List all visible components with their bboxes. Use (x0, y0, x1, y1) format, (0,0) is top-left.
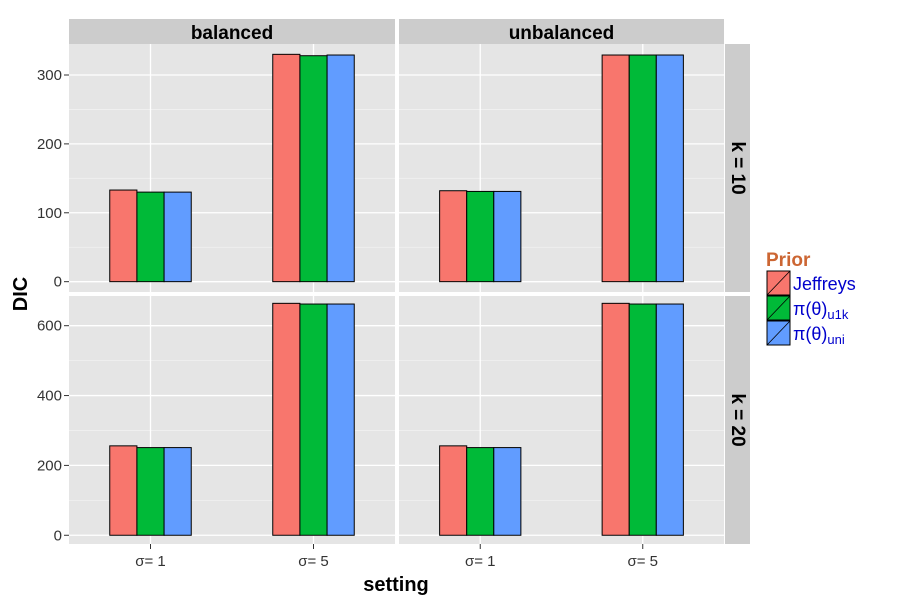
bar-u1k-1 (628, 54, 657, 283)
facet-strip-row-1 (725, 296, 750, 544)
legend-label-main: π(θ) (793, 324, 827, 344)
panel-unbalanced-row-0 (399, 44, 724, 292)
legend-key-slash (766, 320, 791, 346)
x-tick-label: σ= 5 (298, 553, 329, 570)
facet-label-balanced: balanced (191, 23, 273, 44)
y-axis-title: DIC (10, 277, 32, 311)
bar-jeffreys-1 (272, 53, 301, 283)
bar-u1k-1 (299, 303, 328, 536)
y-tick-label: 600 (37, 318, 62, 335)
panel-unbalanced-row-1 (399, 296, 724, 544)
facet-label-row-0: k = 10 (727, 141, 748, 194)
x-tick-label: σ= 1 (135, 553, 166, 570)
y-tick-label: 100 (37, 205, 62, 222)
bar-uni-1 (655, 54, 684, 283)
bar-uni-0 (163, 447, 192, 536)
bar-jeffreys-1 (601, 54, 630, 283)
legend-key-slash (766, 270, 791, 296)
bar-u1k-0 (466, 447, 495, 536)
legend-item-uni: π(θ)uni (766, 320, 845, 347)
bar-jeffreys-1 (601, 302, 630, 536)
bar-uni-0 (163, 191, 192, 283)
y-tick-label: 0 (54, 274, 62, 291)
x-axis-title: setting (363, 574, 429, 596)
bar-u1k-1 (299, 55, 328, 283)
facet-strip-balanced (69, 19, 395, 44)
facet-label-row-1: k = 20 (727, 393, 748, 446)
bar-jeffreys-0 (439, 445, 468, 536)
legend-key-slash (766, 295, 791, 321)
y-tick-label: 300 (37, 67, 62, 84)
bar-u1k-1 (628, 303, 657, 536)
legend-label-u1k: π(θ)u1k (793, 299, 849, 322)
bar-uni-0 (493, 190, 522, 283)
y-tick-label: 200 (37, 457, 62, 474)
legend-item-u1k: π(θ)u1k (766, 295, 849, 322)
legend-label-uni: π(θ)uni (793, 324, 845, 347)
bar-jeffreys-0 (439, 190, 468, 283)
bar-uni-1 (326, 54, 355, 283)
facet-strip-row-0 (725, 44, 750, 292)
x-tick-label: σ= 5 (627, 553, 658, 570)
legend-label-jeffreys: Jeffreys (793, 274, 856, 294)
y-tick-label: 200 (37, 136, 62, 153)
panel-balanced-row-1 (69, 296, 395, 544)
bar-u1k-0 (136, 191, 165, 283)
facet-label-unbalanced: unbalanced (509, 23, 615, 44)
x-tick-label: σ= 1 (465, 553, 496, 570)
legend-label-subscript: u1k (827, 307, 848, 322)
panel-balanced-row-0 (69, 44, 395, 292)
legend-item-jeffreys: Jeffreys (766, 270, 856, 296)
bar-u1k-0 (136, 447, 165, 536)
bar-jeffreys-0 (109, 445, 138, 536)
legend-title: Prior (766, 250, 811, 271)
facet-strip-unbalanced (399, 19, 724, 44)
bar-uni-1 (655, 303, 684, 536)
bar-jeffreys-0 (109, 189, 138, 283)
bar-u1k-0 (466, 190, 495, 283)
legend-label-main: π(θ) (793, 299, 827, 319)
y-tick-label: 400 (37, 388, 62, 405)
bar-uni-1 (326, 303, 355, 536)
y-tick-label: 0 (54, 527, 62, 544)
bar-jeffreys-1 (272, 302, 301, 536)
legend-label-subscript: uni (827, 332, 844, 347)
bar-uni-0 (493, 447, 522, 536)
